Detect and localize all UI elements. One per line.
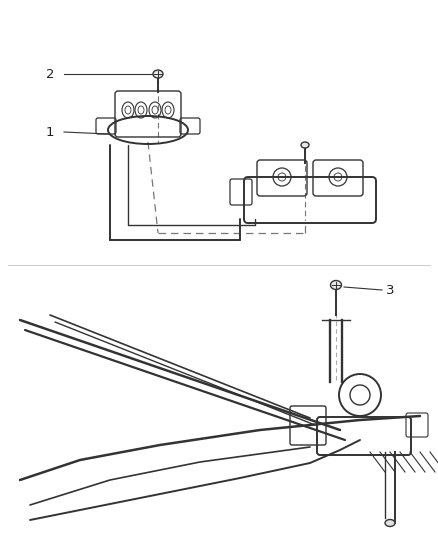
Text: 3: 3 [386, 284, 394, 296]
Ellipse shape [331, 280, 342, 289]
Ellipse shape [301, 142, 309, 148]
Ellipse shape [385, 520, 395, 527]
Ellipse shape [153, 70, 163, 78]
Text: 2: 2 [46, 68, 54, 80]
Text: 1: 1 [46, 125, 54, 139]
